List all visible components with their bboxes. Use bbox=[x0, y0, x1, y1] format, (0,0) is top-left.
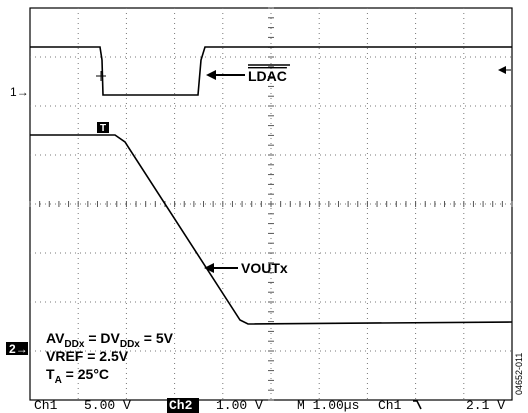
status-bar: Ch1 5.00 V Ch2 1.00 V M 1.00µs Ch1 2.1 V bbox=[34, 398, 505, 413]
level-marker bbox=[498, 66, 506, 74]
condition-text: AV bbox=[46, 330, 65, 346]
trigger-marker: T bbox=[100, 123, 106, 134]
ldac-label: LDAC bbox=[248, 68, 287, 84]
trigger-level: 2.1 V bbox=[466, 398, 505, 413]
condition-line: AVDDx = DVDDx = 5V bbox=[46, 330, 174, 350]
condition-text: = DV bbox=[84, 330, 120, 346]
timebase: M 1.00µs bbox=[297, 398, 359, 413]
graticule bbox=[29, 7, 513, 401]
arrowhead bbox=[204, 263, 214, 273]
ch2-marker: 2→ bbox=[9, 342, 28, 356]
condition-line: TA = 25°C bbox=[46, 366, 109, 386]
vout-trace bbox=[30, 134, 513, 325]
condition-text: = 5V bbox=[140, 330, 174, 346]
ch1-scale: 5.00 V bbox=[84, 398, 131, 413]
ch2-box bbox=[167, 398, 199, 413]
vout-label: VOUTx bbox=[241, 260, 288, 276]
ch2-marker-box bbox=[6, 342, 28, 355]
condition-text: = 25°C bbox=[62, 366, 109, 382]
ch1-label: Ch1 bbox=[34, 398, 58, 413]
ch1-marker: 1→ bbox=[10, 85, 29, 99]
trigger-box bbox=[97, 122, 109, 133]
condition-text: T bbox=[46, 366, 55, 382]
ldac-trace bbox=[30, 46, 512, 96]
subscript: DDx bbox=[64, 339, 84, 350]
ch2-scale: 1.00 V bbox=[216, 398, 263, 413]
figure-id: 04652-011 bbox=[514, 353, 524, 395]
slope-icon bbox=[413, 400, 422, 410]
condition-line: VREF = 2.5V bbox=[46, 348, 129, 364]
trigger-source: Ch1 bbox=[378, 398, 402, 413]
ch2-label: Ch2 bbox=[169, 398, 193, 413]
condition-text: VREF = 2.5V bbox=[46, 348, 129, 364]
subscript: DDx bbox=[120, 339, 140, 350]
arrowhead bbox=[206, 70, 216, 80]
subscript: A bbox=[55, 375, 62, 386]
